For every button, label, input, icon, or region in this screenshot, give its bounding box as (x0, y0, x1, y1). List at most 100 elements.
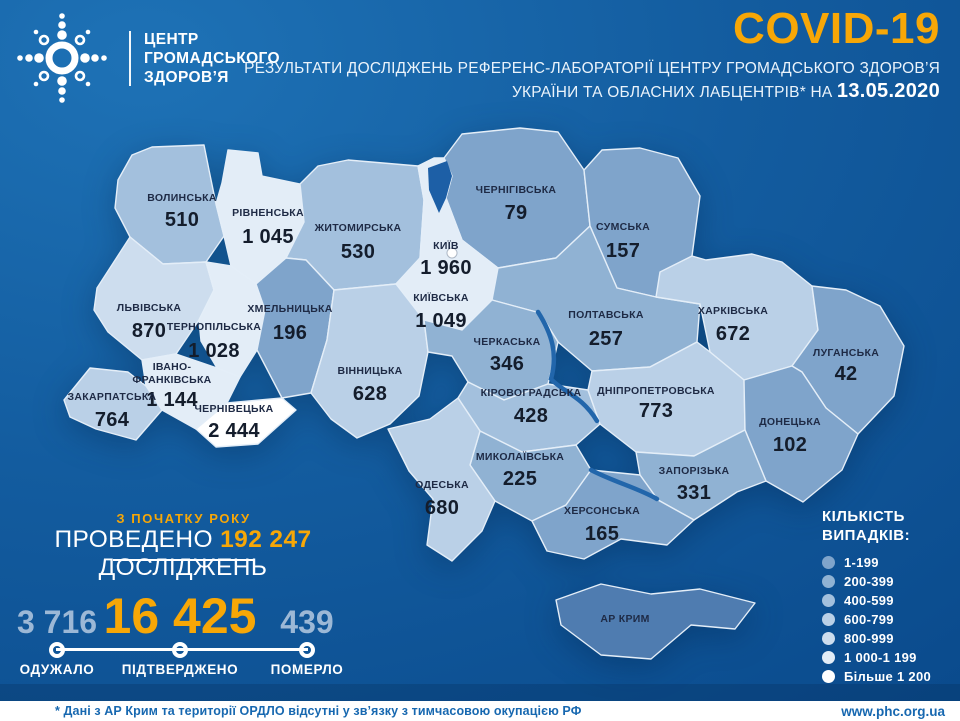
region-value-volynska: 510 (165, 209, 199, 231)
footnote: * Дані з АР Крим та території ОРДЛО відс… (55, 704, 582, 718)
timeline-dot-confirmed (172, 642, 188, 658)
region-value-rivnenska: 1 045 (242, 226, 294, 248)
conducted-suffix: ДОСЛІДЖЕНЬ (98, 554, 268, 581)
legend-swatch-1 (822, 575, 835, 588)
region-value-kyivska: 1 049 (415, 310, 467, 332)
legend-items: 1-199 200-399 400-599 600-799 800-999 1 … (822, 553, 957, 686)
region-name-kyiv-city: КИЇВ (433, 239, 459, 252)
kyiv-city-marker (446, 247, 458, 259)
region-value-odeska: 680 (425, 497, 459, 519)
region-odeska (387, 397, 496, 562)
legend-swatch-2 (822, 594, 835, 607)
region-name-kirovohradska: КІРОВОГРАДСЬКА (481, 387, 582, 399)
region-name-ternopilska: ТЕРНОПІЛЬСЬКА (167, 321, 261, 333)
legend-item-3: 600-799 (822, 610, 957, 629)
legend-item-5: 1 000-1 199 (822, 648, 957, 667)
region-value-vinnytska: 628 (353, 383, 387, 405)
legend-swatch-0 (822, 556, 835, 569)
region-name-odeska: ОДЕСЬКА (415, 479, 469, 491)
region-name2-ivano-frankivska: ФРАНКІВСЬКА (132, 374, 211, 386)
phc-logo-icon (17, 13, 107, 103)
legend-label-6: Більше 1 200 (844, 669, 932, 684)
region-name-rivnenska: РІВНЕНСЬКА (232, 207, 304, 219)
stat-confirmed-label: ПІДТВЕРДЖЕНО (121, 662, 239, 677)
region-value-chernihivska: 79 (505, 202, 528, 224)
stat-confirmed-value: 16 425 (103, 588, 257, 644)
dnipro-river (535, 309, 600, 424)
subtitle-line-1: РЕЗУЛЬТАТИ ДОСЛІДЖЕНЬ РЕФЕРЕНС-ЛАБОРАТОР… (244, 60, 940, 77)
legend-label-3: 600-799 (844, 612, 894, 627)
region-name-cherkaska: ЧЕРКАСЬКА (474, 336, 541, 348)
tests-total: 192 247 (220, 526, 312, 553)
timeline-dot-recovered (49, 642, 65, 658)
region-name-crimea: АР КРИМ (600, 613, 649, 625)
region-value-sumska: 157 (606, 240, 640, 262)
legend: КІЛЬКІСТЬ ВИПАДКІВ: 1-199 200-399 400-59… (822, 507, 957, 686)
legend-item-4: 800-999 (822, 629, 957, 648)
legend-label-2: 400-599 (844, 593, 894, 608)
legend-swatch-5 (822, 651, 835, 664)
region-value-zhytomyrska: 530 (341, 241, 375, 263)
header: COVID-19 РЕЗУЛЬТАТИ ДОСЛІДЖЕНЬ РЕФЕРЕНС-… (244, 4, 940, 104)
region-value-chernivetska: 2 444 (208, 420, 260, 442)
summary-divider (113, 559, 253, 561)
region-value-khersonska: 165 (585, 523, 619, 545)
legend-swatch-4 (822, 632, 835, 645)
legend-swatch-3 (822, 613, 835, 626)
region-value-cherkaska: 346 (490, 353, 524, 375)
legend-item-0: 1-199 (822, 553, 957, 572)
region-value-khmelnytska: 196 (273, 322, 307, 344)
region-crimea (555, 583, 756, 660)
footer: * Дані з АР Крим та території ОРДЛО відс… (0, 701, 960, 721)
region-value-mykolaivska: 225 (503, 468, 537, 490)
region-name-chernivetska: ЧЕРНІВЕЦЬКА (195, 403, 274, 415)
region-value-zakarpatska: 764 (95, 409, 130, 431)
legend-label-5: 1 000-1 199 (844, 650, 917, 665)
stat-recovered-value: 3 716 (16, 604, 98, 640)
legend-title-1: КІЛЬКІСТЬ (822, 508, 905, 525)
brand-line-1: ЦЕНТР (144, 31, 199, 48)
region-value-lvivska: 870 (132, 320, 166, 342)
brand-line-3: ЗДОРОВ’Я (144, 69, 229, 86)
region-name-zakarpatska: ЗАКАРПАТСЬКА (68, 391, 157, 403)
legend-item-2: 400-599 (822, 591, 957, 610)
site-url[interactable]: www.phc.org.ua (841, 703, 945, 719)
legend-item-6: Більше 1 200 (822, 667, 957, 686)
region-name-poltavska: ПОЛТАВСЬКА (568, 309, 644, 321)
header-subtitle: РЕЗУЛЬТАТИ ДОСЛІДЖЕНЬ РЕФЕРЕНС-ЛАБОРАТОР… (244, 57, 940, 104)
region-khersonska (531, 469, 695, 560)
region-name-vinnytska: ВІННИЦЬКА (337, 365, 402, 377)
legend-item-1: 200-399 (822, 572, 957, 591)
region-name-zaporizka: ЗАПОРІЗЬКА (659, 465, 730, 477)
region-value-dnipropetrovska: 773 (639, 400, 673, 422)
region-name-donetska: ДОНЕЦЬКА (759, 416, 821, 428)
region-name-volynska: ВОЛИНСЬКА (147, 192, 217, 204)
subtitle-line-2: УКРАЇНИ ТА ОБЛАСНИХ ЛАБЦЕНТРІВ* НА 13.05… (244, 80, 940, 104)
stat-deaths-label: ПОМЕРЛО (270, 662, 344, 677)
summary-since-label: З ПОЧАТКУ РОКУ (116, 511, 251, 526)
legend-label-0: 1-199 (844, 555, 879, 570)
region-value-ternopilska: 1 028 (188, 340, 240, 362)
region-name-khersonska: ХЕРСОНСЬКА (564, 505, 640, 517)
legend-swatch-6 (822, 670, 835, 683)
region-value-poltavska: 257 (589, 328, 623, 350)
legend-label-1: 200-399 (844, 574, 894, 589)
region-name-khmelnytska: ХМЕЛЬНИЦЬКА (247, 303, 332, 315)
region-name-ivano-frankivska: ІВАНО- (153, 361, 192, 373)
region-value-ivano-frankivska: 1 144 (146, 389, 198, 411)
region-name-chernihivska: ЧЕРНІГІВСЬКА (476, 184, 557, 196)
brand-divider (129, 31, 131, 86)
conducted-prefix: ПРОВЕДЕНО (54, 526, 221, 553)
footer-dark-band (0, 684, 960, 701)
region-name-dnipropetrovska: ДНІПРОПЕТРОВСЬКА (597, 385, 715, 397)
region-value-luhanska: 42 (835, 363, 858, 385)
region-name-luhanska: ЛУГАНСЬКА (813, 347, 879, 359)
region-name-mykolaivska: МИКОЛАЇВСЬКА (476, 450, 564, 463)
legend-label-4: 800-999 (844, 631, 894, 646)
covid-title: COVID-19 (733, 4, 940, 53)
subtitle-line-2-text: УКРАЇНИ ТА ОБЛАСНИХ ЛАБЦЕНТРІВ* НА (511, 84, 837, 101)
timeline-dot-deaths (299, 642, 315, 658)
kakhovka-reservoir (588, 467, 660, 502)
